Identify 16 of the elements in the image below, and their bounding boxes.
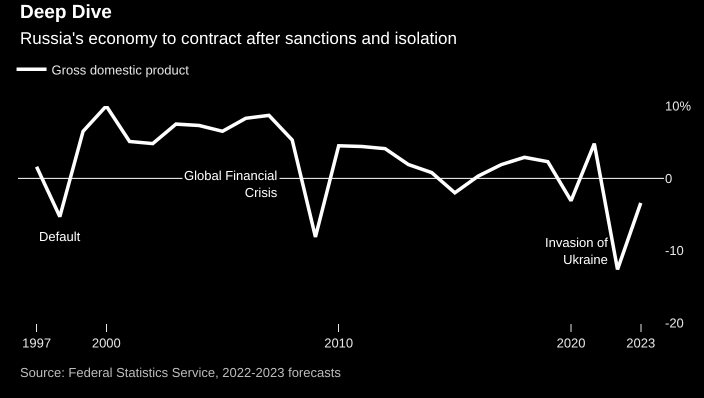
annotation: Default: [39, 229, 81, 244]
x-tick-label: 2020: [556, 336, 586, 351]
source-note: Source: Federal Statistics Service, 2022-2023 forecasts: [20, 365, 342, 380]
x-tick-label: 2000: [92, 336, 121, 351]
y-tick-label: -20: [665, 316, 684, 331]
x-tick-label: 1997: [22, 336, 52, 351]
x-tick-label: 2010: [324, 336, 354, 351]
y-tick-label: -10: [665, 243, 684, 258]
annotation: Global Financial Crisis: [184, 168, 278, 200]
y-tick-label: 0: [665, 170, 672, 186]
chart-title: Deep Dive: [20, 2, 112, 23]
y-tick-label: 10%: [665, 98, 692, 114]
chart-subtitle: Russia's economy to contract after sanctions and isolation: [20, 29, 457, 48]
legend-label: Gross domestic product: [52, 62, 190, 78]
annotation: Invasion of Ukraine: [545, 235, 608, 267]
x-tick-label: 2023: [626, 336, 656, 351]
